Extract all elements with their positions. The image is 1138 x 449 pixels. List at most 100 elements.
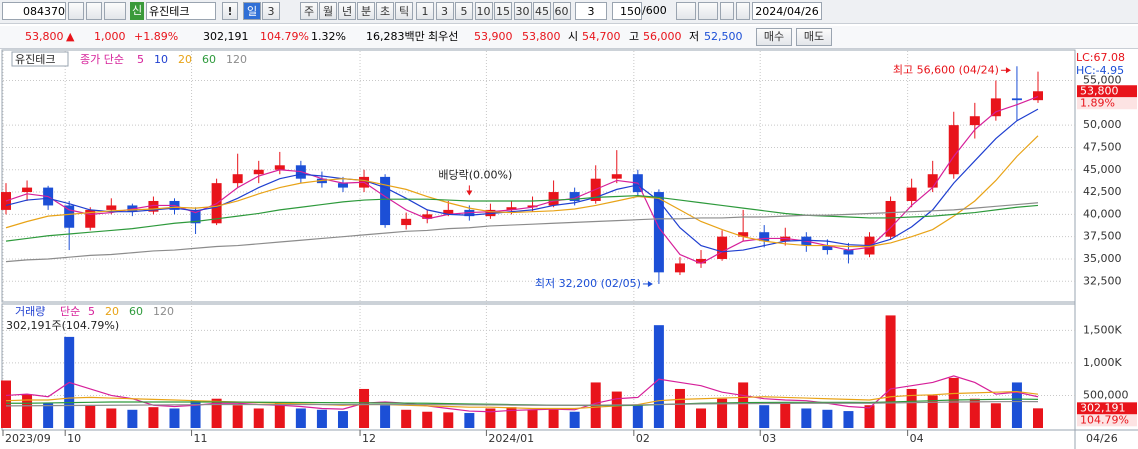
dividend-label: 배당락(0.00%) <box>438 168 512 181</box>
lc: LC:67.08 <box>1076 51 1125 64</box>
period-button[interactable]: 1 <box>416 2 434 20</box>
volume-bar <box>927 395 938 428</box>
period-button[interactable]: 주 <box>300 2 318 20</box>
candle-body <box>422 214 433 219</box>
search-icon[interactable] <box>86 2 102 20</box>
candle-body <box>569 192 580 201</box>
period-button[interactable]: 3 <box>435 2 454 20</box>
current-label: 302,191 <box>1080 401 1126 414</box>
x-tick-label: 03 <box>762 432 776 445</box>
volume-bar <box>801 408 812 428</box>
volume-bar <box>422 411 433 428</box>
candle-body <box>106 205 117 210</box>
search-button[interactable] <box>68 2 84 20</box>
y-tick-label: 32,500 <box>1083 274 1122 287</box>
legend-box <box>11 51 69 67</box>
period-button[interactable]: 분 <box>357 2 375 20</box>
volume-bar <box>653 325 664 428</box>
volume-bar <box>738 382 749 428</box>
stock-name[interactable]: 유진테크 <box>146 2 216 20</box>
legend-entry: 20 <box>178 53 192 66</box>
code-input[interactable]: 084370 <box>2 2 66 20</box>
y-tick-label: 1,500K <box>1083 323 1122 336</box>
period-button[interactable]: 초 <box>376 2 394 20</box>
volume-bar <box>1033 408 1043 428</box>
arrow: ▲ <box>66 30 75 43</box>
low: 52,500 <box>704 30 743 43</box>
volume-bar <box>127 409 138 428</box>
date-input[interactable]: 2024/04/26 <box>752 2 822 20</box>
tool-icon[interactable] <box>698 2 718 20</box>
x-tick-label: 02 <box>636 432 650 445</box>
period-button[interactable]: 10 <box>474 2 493 20</box>
period-button[interactable]: 년 <box>338 2 356 20</box>
settings-icon[interactable] <box>736 2 750 20</box>
candle-body <box>64 205 75 228</box>
alert-button[interactable]: ! <box>222 2 238 20</box>
badge: 신 <box>130 2 144 20</box>
volume-bar <box>22 394 33 428</box>
sound-icon[interactable] <box>104 2 126 20</box>
candle-body <box>190 209 201 224</box>
volume-bar <box>337 411 348 428</box>
candle-body <box>148 200 159 212</box>
open-label: 시 <box>568 30 579 43</box>
volume-bar <box>1 380 11 428</box>
volume-bar <box>211 398 222 428</box>
period-button[interactable]: 45 <box>533 2 551 20</box>
period-button[interactable]: 틱 <box>395 2 413 20</box>
volume-bar <box>380 405 391 428</box>
ma-line <box>5 135 1039 248</box>
best-label: 최우선 <box>428 30 459 43</box>
candle-body <box>696 258 707 264</box>
candle-body <box>927 174 938 188</box>
volume: 302,191 <box>203 30 249 43</box>
save-icon[interactable] <box>720 2 734 20</box>
candle-body <box>906 187 917 201</box>
candle-body <box>232 174 243 184</box>
volume-bar <box>674 388 685 428</box>
period-button[interactable]: 60 <box>552 2 571 20</box>
volume-bar <box>401 409 412 428</box>
volume-bar <box>843 411 854 428</box>
period-button[interactable]: 월 <box>319 2 337 20</box>
buy-button[interactable]: 매수 <box>756 28 792 46</box>
volume-bar <box>295 408 306 428</box>
period-button[interactable]: 일 <box>243 2 261 20</box>
ma-line <box>5 375 1039 413</box>
bid: 53,800 <box>522 30 561 43</box>
volume-bar <box>696 408 707 428</box>
current-box <box>1077 402 1137 415</box>
y-tick-label: 47,500 <box>1083 140 1122 153</box>
high-arrowhead <box>1005 67 1011 74</box>
tool-icon[interactable] <box>676 2 696 20</box>
pct-box <box>1077 97 1137 110</box>
volume-bar <box>443 412 454 428</box>
ma-line <box>5 108 1039 253</box>
count-unit[interactable]: 3 <box>575 2 607 20</box>
y-tick-label: 40,000 <box>1083 207 1122 220</box>
volume-bar <box>43 403 54 428</box>
sell-button[interactable]: 매도 <box>796 28 832 46</box>
period-button[interactable]: 3 <box>262 2 280 20</box>
volume-ratio: 104.79% <box>260 30 309 43</box>
period-button[interactable]: 30 <box>513 2 532 20</box>
legend-entry: 60 <box>202 53 216 66</box>
count-input[interactable]: 150 <box>612 2 642 20</box>
candle-body <box>822 245 833 251</box>
price: 53,800 <box>25 30 64 43</box>
legend-entry: 5 <box>88 305 95 318</box>
volume-bar <box>359 388 370 428</box>
volume-bar <box>85 405 96 428</box>
ask: 53,900 <box>474 30 513 43</box>
ma-line <box>5 96 1039 265</box>
period-button[interactable]: 15 <box>494 2 512 20</box>
candle-body <box>401 218 412 226</box>
legend-entry: 120 <box>153 305 174 318</box>
period-button[interactable]: 5 <box>455 2 473 20</box>
candle-body <box>969 116 980 126</box>
legend-entry: 10 <box>154 53 168 66</box>
quote-bar <box>0 26 1138 49</box>
